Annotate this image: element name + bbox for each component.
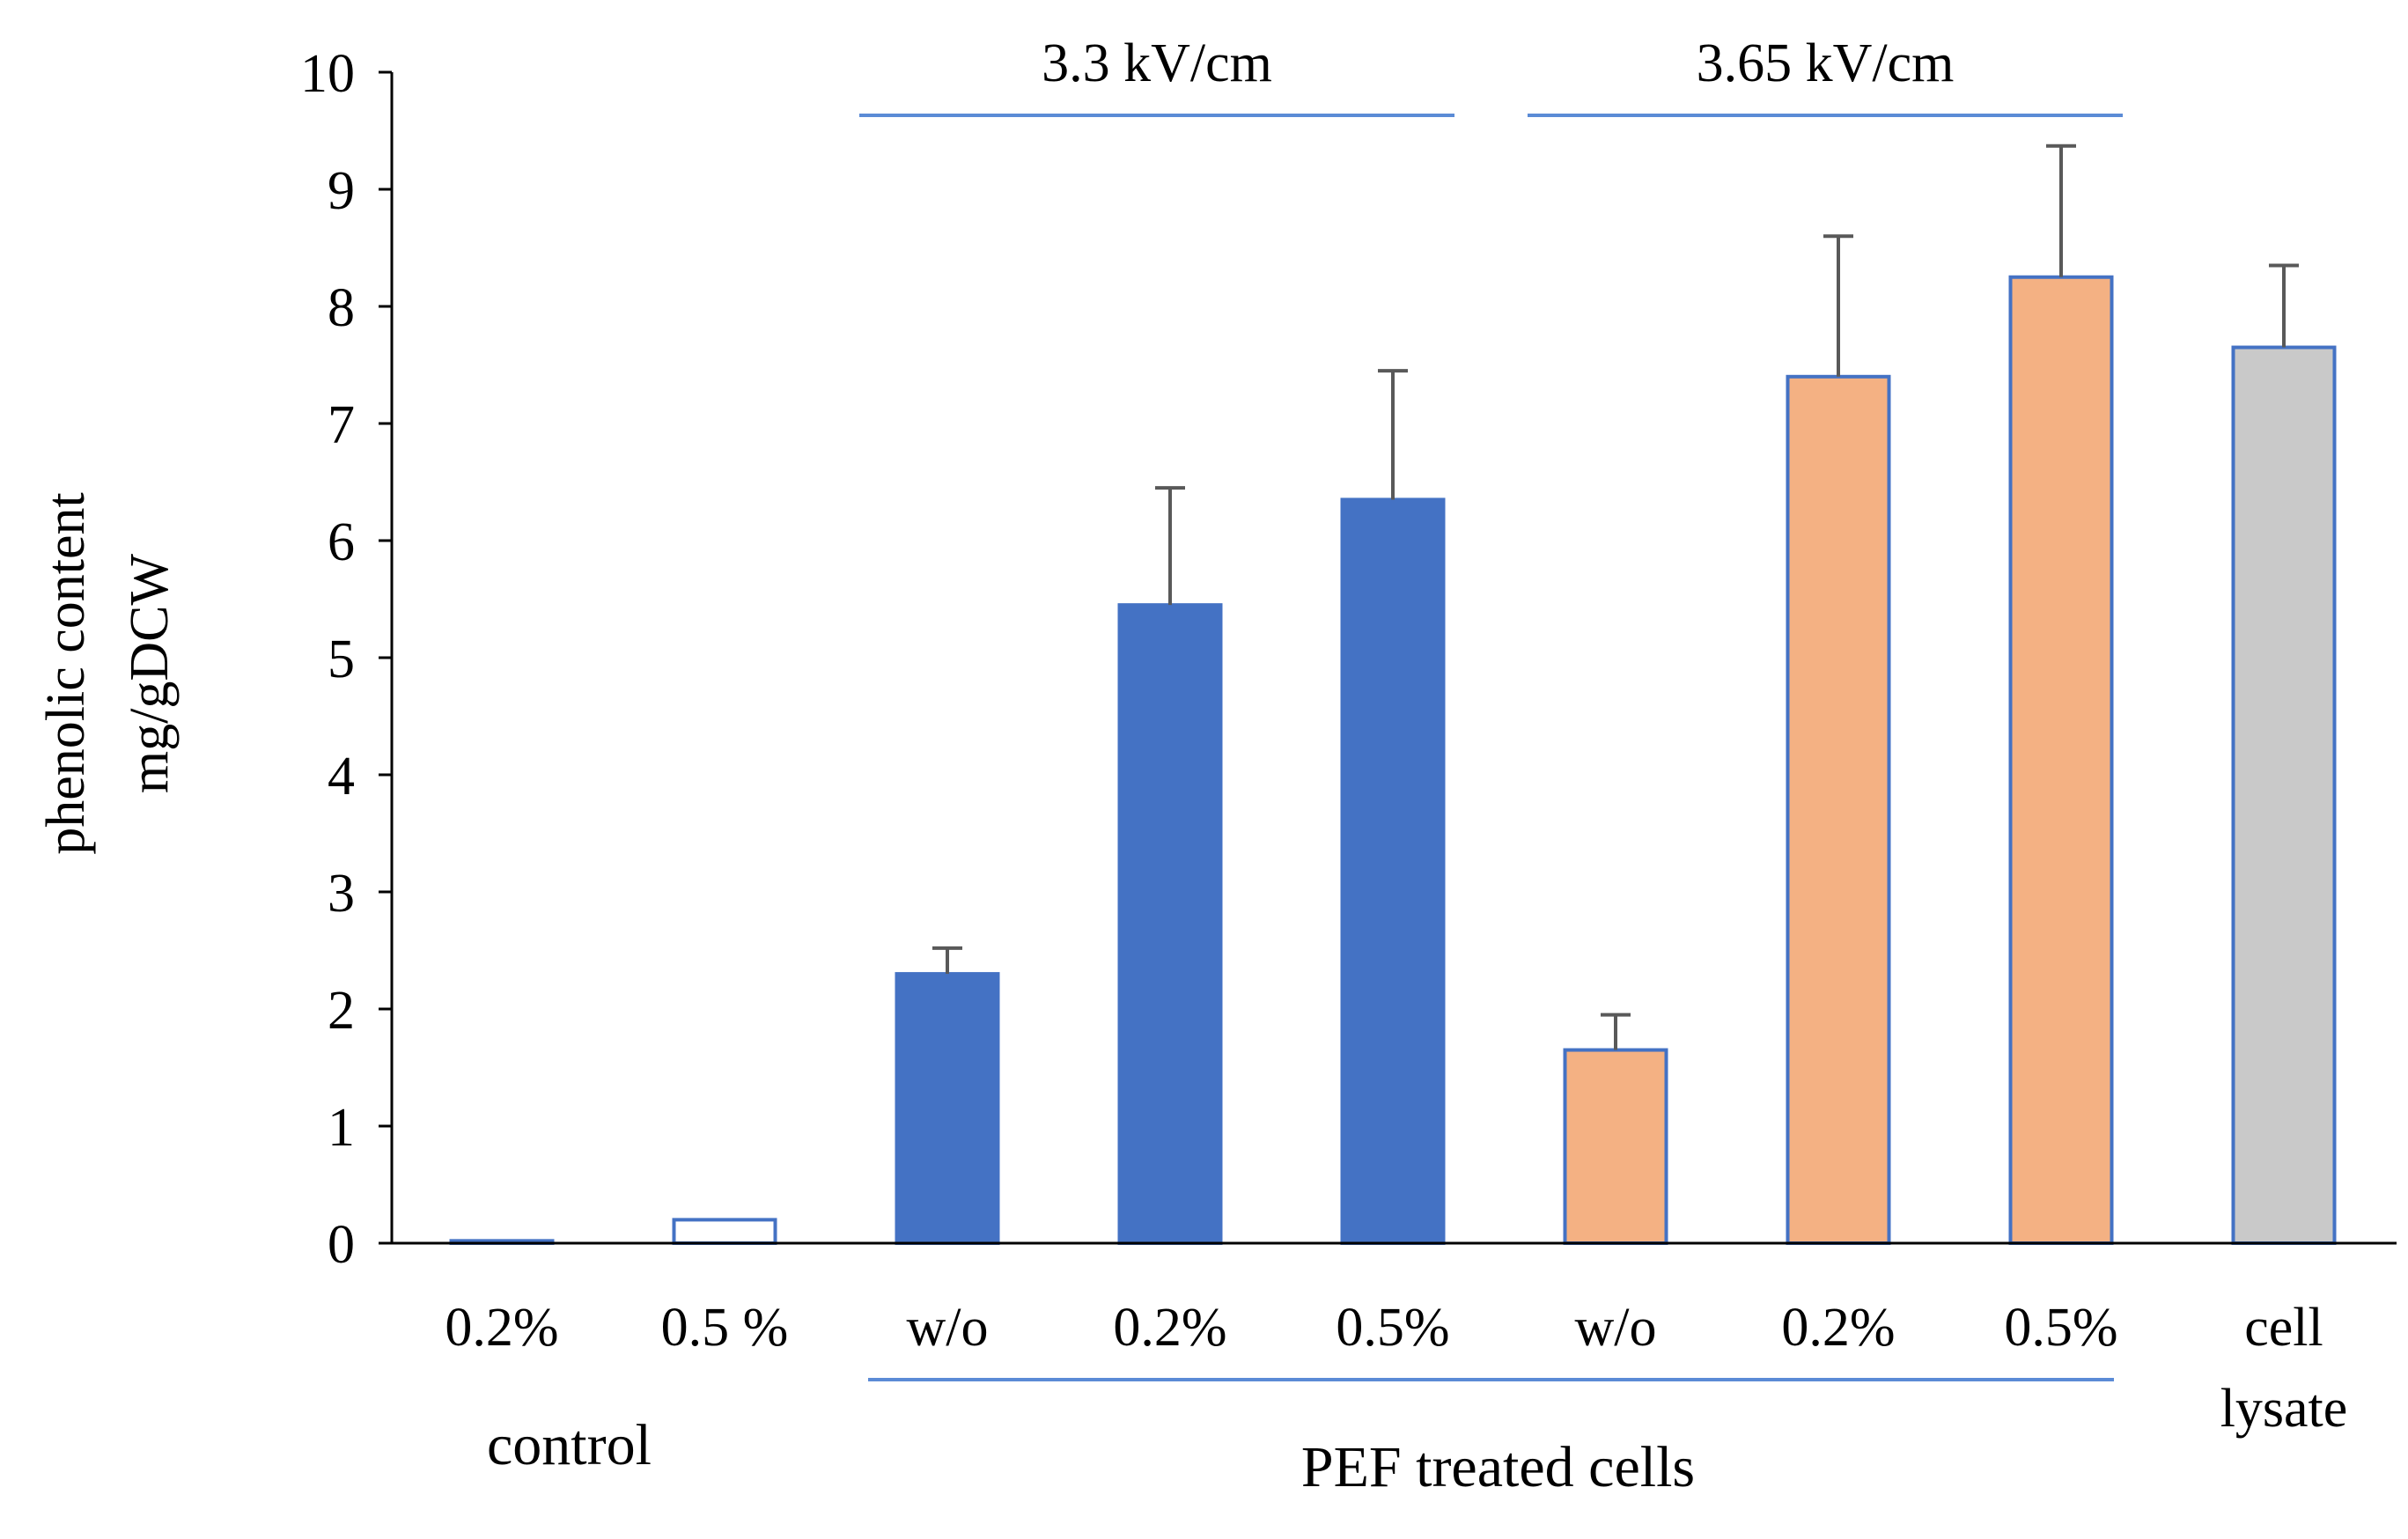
y-tick-label: 6 <box>328 512 355 572</box>
bar <box>895 972 1000 1245</box>
field-strength-label: 3.3 kV/cm <box>1042 33 1272 93</box>
y-tick-label: 3 <box>328 864 355 924</box>
x-tick-label: 0.5% <box>2004 1298 2117 1358</box>
y-tick-label: 8 <box>328 278 355 338</box>
y-tick-label: 4 <box>328 747 355 806</box>
x-tick-label: 0.2% <box>445 1298 558 1358</box>
y-axis: 0 1 2 3 4 5 6 7 8 9 10 <box>300 44 394 1275</box>
x-tick-label: 0.5 % <box>661 1298 789 1358</box>
x-tick-label: w/o <box>1575 1298 1657 1358</box>
bar <box>2231 345 2337 1245</box>
y-axis-label: phenolic content mg/gDCW <box>36 492 180 854</box>
y-axis-label-line: mg/gDCW <box>120 553 180 793</box>
y-tick-label: 1 <box>328 1098 355 1158</box>
x-tick-label: 0.5% <box>1336 1298 1449 1358</box>
error-bars <box>932 144 2299 1050</box>
y-tick-label: 9 <box>328 161 355 221</box>
x-tick-label: 0.2% <box>1781 1298 1895 1358</box>
y-tick-label: 10 <box>300 44 355 104</box>
bars <box>449 275 2337 1246</box>
group-label: PEF treated cells <box>1301 1435 1695 1499</box>
group-brackets: 3.3 kV/cm 3.65 kV/cm control PEF treated ce… <box>487 33 2123 1499</box>
bar <box>2008 275 2114 1245</box>
x-tick-label: w/o <box>907 1298 989 1358</box>
field-strength-label: 3.65 kV/cm <box>1697 33 1955 93</box>
bar <box>1786 374 1891 1245</box>
bar <box>672 1218 777 1246</box>
bar <box>1563 1048 1668 1246</box>
group-label: control <box>487 1413 652 1477</box>
bar <box>1117 603 1223 1245</box>
y-axis-label-line: phenolic content <box>36 492 96 854</box>
category-labels: 0.2% 0.5 % w/o 0.2% 0.5% w/o 0.2% 0.5% cell lysat… <box>445 1298 2347 1439</box>
y-tick-label: 7 <box>328 395 355 455</box>
x-tick-label: cell lysate <box>2220 1298 2348 1439</box>
y-tick-label: 5 <box>328 630 355 689</box>
y-tick-label: 0 <box>328 1215 355 1275</box>
x-tick-label: 0.2% <box>1113 1298 1226 1358</box>
bar <box>1340 497 1446 1245</box>
y-tick-label: 2 <box>328 981 355 1041</box>
